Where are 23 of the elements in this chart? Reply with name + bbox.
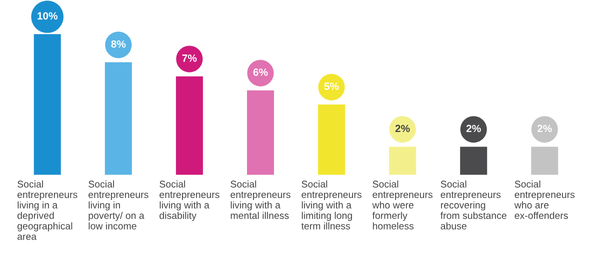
bar [104,62,132,175]
bar [318,104,346,175]
bar [246,90,274,175]
x-tick-label: Social entrepreneurs who are ex-offenders [514,180,575,219]
data-label: 7% [182,54,197,62]
data-label: 2% [395,124,410,132]
data-label: 10% [38,12,58,20]
x-tick-label: Social entrepreneurs who were formerly homeless [372,180,432,230]
x-tick-label: Social entrepreneurs living with a disability [160,180,220,221]
x-tick-label: Social entrepreneurs recovering from substance abuse [440,180,506,230]
data-label: 2% [466,124,481,132]
data-label: 5% [324,82,339,90]
bar [176,76,203,175]
bar [460,146,488,175]
x-tick-label: Social entrepreneurs living with a mental illness [230,180,290,219]
data-label: 6% [253,68,268,76]
data-label: 8% [111,40,126,48]
bar [389,146,416,175]
x-tick-label: Social entrepreneurs living in a deprived geographical area [18,180,78,240]
data-label: 2% [537,124,552,132]
bar [531,146,558,175]
x-tick-label: Social entrepreneurs living in poverty/ on a low income [88,180,148,230]
x-tick-label: Social entrepreneurs living with a limiting long term illness [301,180,362,230]
